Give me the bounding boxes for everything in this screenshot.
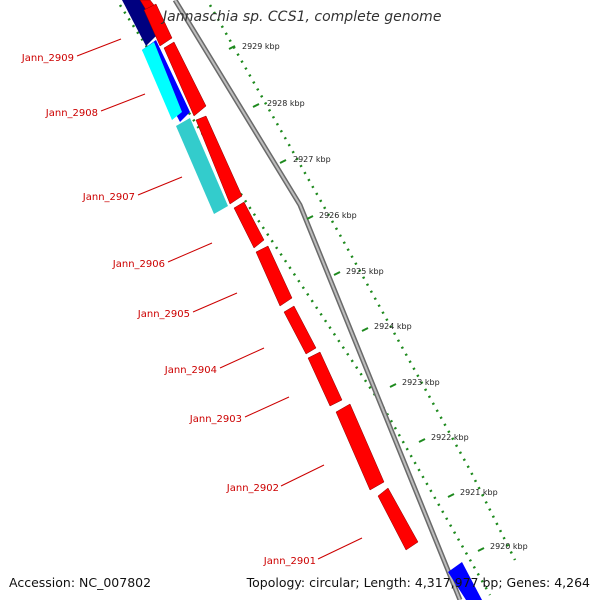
forward-cds-2 xyxy=(163,41,207,117)
outer-dotted-track xyxy=(208,4,517,561)
scale-tick-mark xyxy=(361,327,369,332)
map-title: Jannaschia sp. CCS1, complete genome xyxy=(163,9,442,25)
genome-summary-text: Topology: circular; Length: 4,317,977 bp… xyxy=(246,575,590,590)
scale-tick-label: 2929 kbp xyxy=(242,42,280,51)
scale-tick-label: 2921 kbp xyxy=(460,488,498,497)
scale-tick-mark xyxy=(228,45,236,50)
gene-leader-line xyxy=(100,93,146,112)
scale-tick-mark xyxy=(418,438,426,443)
scale-tick-label: 2923 kbp xyxy=(402,378,440,387)
gene-leader-line xyxy=(167,242,213,263)
reverse-cds-jann-2908-cyan xyxy=(142,42,182,120)
forward-cds-4 xyxy=(233,201,265,249)
gene-leader-line xyxy=(280,464,325,487)
scale-tick-mark xyxy=(279,159,287,164)
gene-label-jann-2907: Jann_2907 xyxy=(82,192,135,203)
gene-leader-line xyxy=(317,537,363,560)
scale-tick-label: 2920 kbp xyxy=(490,542,528,551)
genome-backbone-highlight xyxy=(174,0,461,600)
gene-labels: Jann_2909 Jann_2908 Jann_2907 Jann_2906 … xyxy=(21,38,363,567)
scale-tick-label: 2924 kbp xyxy=(374,322,412,331)
reverse-cds-jann-2907 xyxy=(176,118,228,214)
scale-tick-label: 2928 kbp xyxy=(267,99,305,108)
gene-label-jann-2901: Jann_2901 xyxy=(263,556,316,567)
reverse-cds-jann-2900 xyxy=(448,562,482,600)
inner-dotted-track xyxy=(118,4,492,596)
gene-leader-line xyxy=(76,38,122,57)
scale-tick-label: 2926 kbp xyxy=(319,211,357,220)
gene-label-jann-2905: Jann_2905 xyxy=(137,309,190,320)
forward-cds-5 xyxy=(255,245,293,307)
gene-leader-line xyxy=(244,396,290,418)
gene-label-jann-2903: Jann_2903 xyxy=(189,414,242,425)
scale-tick-label: 2922 kbp xyxy=(431,433,469,442)
forward-cds-9 xyxy=(377,487,419,551)
scale-tick-label: 2927 kbp xyxy=(293,155,331,164)
forward-cds-6 xyxy=(283,305,317,355)
gene-label-jann-2908: Jann_2908 xyxy=(45,108,98,119)
gene-label-jann-2902: Jann_2902 xyxy=(226,483,279,494)
gene-leader-line xyxy=(192,292,238,313)
scale-tick-mark xyxy=(252,103,260,108)
gene-label-jann-2904: Jann_2904 xyxy=(164,365,217,376)
forward-cds-7 xyxy=(307,351,343,407)
scale-tick-label: 2925 kbp xyxy=(346,267,384,276)
scale-tick-mark xyxy=(447,493,455,498)
forward-cds-8 xyxy=(335,403,385,491)
gene-label-jann-2906: Jann_2906 xyxy=(112,259,165,270)
gene-label-jann-2909: Jann_2909 xyxy=(21,53,74,64)
accession-text: Accession: NC_007802 xyxy=(9,575,152,590)
gene-leader-line xyxy=(219,347,265,369)
genome-backbone xyxy=(172,0,463,600)
scale-ticks: 2929 kbp 2928 kbp 2927 kbp 2926 kbp 2925… xyxy=(228,42,528,552)
forward-cds-3 xyxy=(195,115,243,205)
scale-tick-mark xyxy=(333,271,341,276)
forward-cds-1 xyxy=(143,3,173,47)
gene-leader-line xyxy=(137,176,183,196)
reverse-cds-jann-2909 xyxy=(122,0,158,46)
scale-tick-mark xyxy=(477,547,485,552)
scale-tick-mark xyxy=(389,383,397,388)
scale-tick-mark xyxy=(306,215,314,220)
